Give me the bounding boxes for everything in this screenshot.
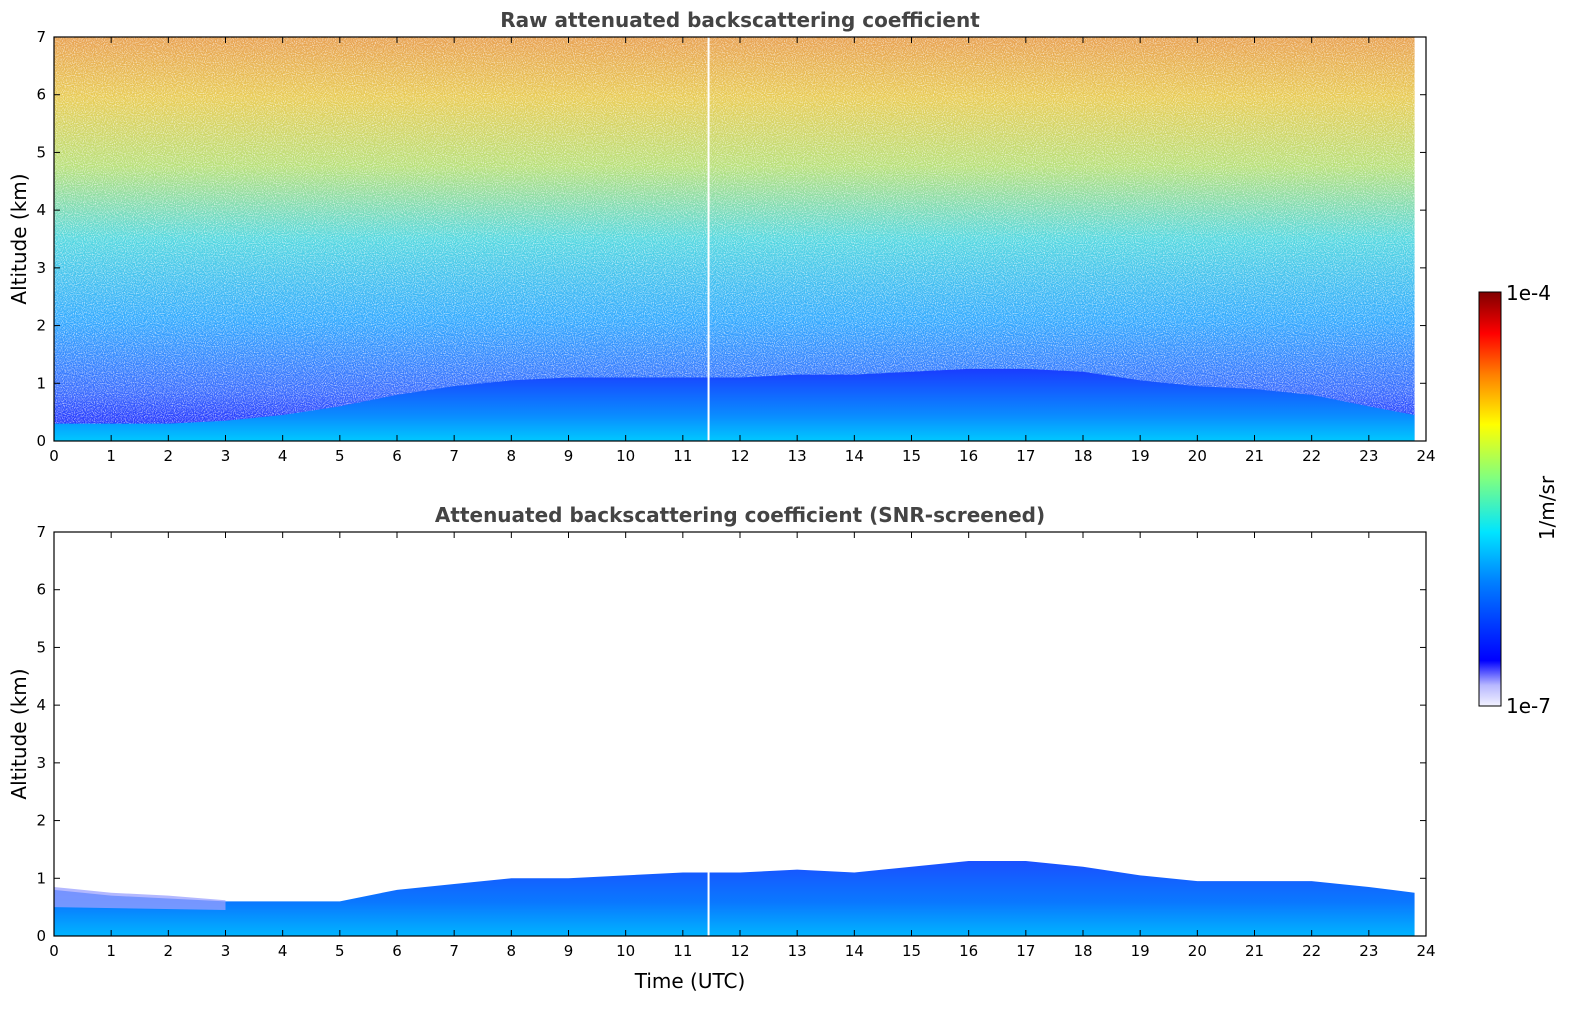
x-tick-label: 14 — [845, 447, 864, 465]
x-tick-label: 9 — [564, 942, 574, 960]
x-tick-label: 8 — [507, 447, 517, 465]
x-tick-label: 18 — [1073, 447, 1092, 465]
y-tick-label: 1 — [36, 869, 46, 887]
y-tick-label: 6 — [36, 581, 46, 599]
x-tick-label: 16 — [959, 942, 978, 960]
x-tick-label: 23 — [1359, 447, 1378, 465]
panel-raw: Raw attenuated backscattering coefficien… — [7, 8, 1436, 465]
y-tick-label: 5 — [36, 638, 46, 656]
x-tick-label: 4 — [278, 447, 288, 465]
x-tick-label: 12 — [730, 942, 749, 960]
x-tick-label: 7 — [449, 447, 459, 465]
colorbar: 1e-4 1e-7 1/m/sr — [1478, 281, 1559, 718]
x-tick-label: 12 — [730, 447, 749, 465]
x-tick-label: 13 — [788, 447, 807, 465]
y-tick-label: 2 — [36, 812, 46, 830]
heatmap-area — [54, 37, 1415, 441]
colorbar-max-label: 1e-4 — [1506, 281, 1551, 305]
x-tick-label: 21 — [1245, 447, 1264, 465]
x-tick-label: 0 — [49, 447, 59, 465]
chart-title: Attenuated backscattering coefficient (S… — [435, 503, 1045, 527]
x-tick-label: 10 — [616, 942, 635, 960]
x-tick-label: 5 — [335, 447, 345, 465]
x-tick-label: 5 — [335, 942, 345, 960]
y-tick-label: 3 — [36, 754, 46, 772]
colorbar-min-label: 1e-7 — [1506, 694, 1551, 718]
chart-title: Raw attenuated backscattering coefficien… — [500, 8, 980, 32]
x-tick-label: 15 — [902, 447, 921, 465]
x-tick-label: 3 — [221, 447, 231, 465]
x-tick-label: 4 — [278, 942, 288, 960]
x-tick-label: 1 — [106, 942, 116, 960]
x-tick-label: 23 — [1359, 942, 1378, 960]
x-tick-label: 6 — [392, 942, 402, 960]
x-tick-label: 9 — [564, 447, 574, 465]
x-tick-label: 17 — [1016, 942, 1035, 960]
colorbar-unit-label: 1/m/sr — [1535, 475, 1559, 540]
x-tick-label: 24 — [1416, 942, 1435, 960]
x-tick-label: 14 — [845, 942, 864, 960]
x-tick-label: 3 — [221, 942, 231, 960]
y-tick-label: 5 — [36, 143, 46, 161]
x-tick-label: 21 — [1245, 942, 1264, 960]
x-tick-label: 22 — [1302, 447, 1321, 465]
y-tick-label: 0 — [36, 432, 46, 450]
panel-snr-screened: Attenuated backscattering coefficient (S… — [7, 503, 1436, 993]
raw-noise-speckle — [54, 37, 1415, 441]
y-tick-label: 4 — [36, 201, 46, 219]
y-tick-label: 1 — [36, 374, 46, 392]
x-axis-label: Time (UTC) — [634, 969, 746, 993]
x-tick-label: 19 — [1131, 447, 1150, 465]
x-tick-label: 11 — [673, 942, 692, 960]
y-tick-label: 0 — [36, 927, 46, 945]
x-tick-label: 13 — [788, 942, 807, 960]
x-tick-label: 8 — [507, 942, 517, 960]
boundary-layer — [54, 860, 1415, 936]
x-tick-label: 19 — [1131, 942, 1150, 960]
y-axis-label: Altitude (km) — [7, 173, 31, 304]
x-tick-label: 1 — [106, 447, 116, 465]
x-tick-label: 18 — [1073, 942, 1092, 960]
x-tick-label: 20 — [1188, 942, 1207, 960]
heatmap-area — [54, 860, 1415, 936]
x-tick-label: 24 — [1416, 447, 1435, 465]
x-tick-label: 22 — [1302, 942, 1321, 960]
x-tick-label: 17 — [1016, 447, 1035, 465]
y-axis-label: Altitude (km) — [7, 668, 31, 799]
y-tick-label: 4 — [36, 696, 46, 714]
x-tick-label: 7 — [449, 942, 459, 960]
y-tick-label: 7 — [36, 523, 46, 541]
x-tick-label: 2 — [164, 942, 174, 960]
y-tick-label: 7 — [36, 28, 46, 46]
boundary-layer — [54, 368, 1415, 441]
y-tick-label: 6 — [36, 86, 46, 104]
colorbar-gradient — [1478, 291, 1502, 707]
x-tick-label: 20 — [1188, 447, 1207, 465]
low-signal-fringe — [54, 886, 226, 911]
x-tick-label: 11 — [673, 447, 692, 465]
x-tick-label: 0 — [49, 942, 59, 960]
x-tick-label: 2 — [164, 447, 174, 465]
x-tick-label: 10 — [616, 447, 635, 465]
y-tick-label: 2 — [36, 317, 46, 335]
x-tick-label: 6 — [392, 447, 402, 465]
y-tick-label: 3 — [36, 259, 46, 277]
x-tick-label: 16 — [959, 447, 978, 465]
x-tick-label: 15 — [902, 942, 921, 960]
